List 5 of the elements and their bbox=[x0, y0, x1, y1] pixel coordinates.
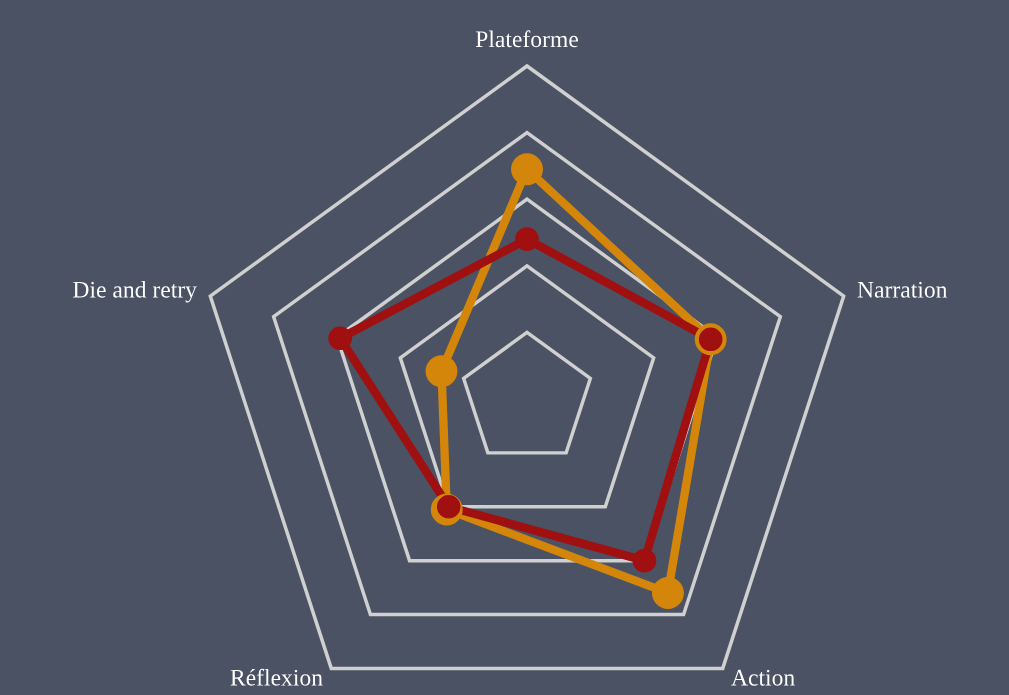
spoke-label: Die and retry bbox=[73, 281, 197, 303]
spoke-label: Narration bbox=[857, 281, 948, 298]
spoke-label: Réflexion bbox=[230, 668, 323, 686]
spoke-label: Action bbox=[731, 669, 795, 686]
spoke-label: Plateforme bbox=[475, 30, 578, 48]
